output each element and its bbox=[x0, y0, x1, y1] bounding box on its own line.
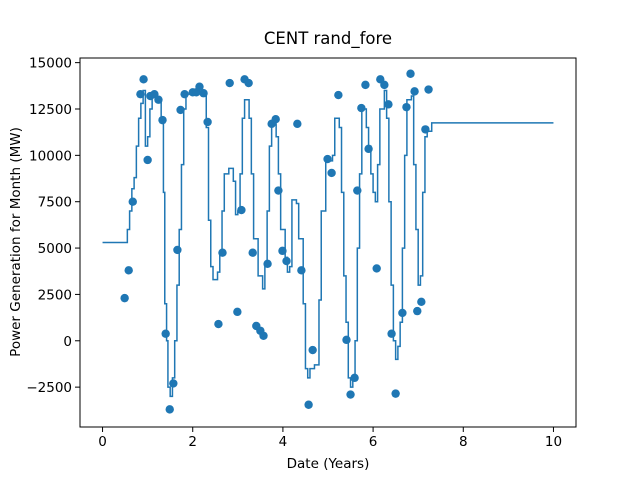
scatter-point bbox=[225, 78, 234, 88]
scatter-point bbox=[380, 80, 389, 90]
scatter-point bbox=[195, 82, 204, 91]
scatter-point bbox=[218, 248, 227, 257]
scatter-point bbox=[353, 186, 362, 195]
scatter-point bbox=[410, 87, 419, 96]
scatter-point bbox=[124, 266, 133, 275]
scatter-point bbox=[180, 89, 189, 99]
y-tick-label: 2500 bbox=[38, 287, 72, 303]
x-tick-label: 6 bbox=[369, 434, 378, 450]
scatter-point bbox=[421, 125, 430, 134]
scatter-point bbox=[323, 154, 332, 164]
scatter-point bbox=[372, 264, 381, 273]
scatter-point bbox=[154, 95, 163, 104]
y-tick-label: 12500 bbox=[29, 102, 72, 118]
y-tick-label: 5000 bbox=[38, 241, 72, 257]
scatter-point bbox=[398, 308, 407, 318]
x-axis-label: Date (Years) bbox=[287, 456, 370, 472]
scatter-point bbox=[293, 119, 302, 129]
scatter-point bbox=[364, 144, 373, 154]
scatter-point bbox=[342, 335, 351, 345]
scatter-point bbox=[248, 248, 257, 257]
scatter-point bbox=[120, 293, 129, 303]
scatter-point bbox=[278, 246, 287, 256]
scatter-point bbox=[413, 306, 422, 316]
scatter-point bbox=[244, 78, 253, 88]
scatter-point bbox=[143, 155, 152, 165]
scatter-point bbox=[203, 117, 212, 127]
scatter-point bbox=[128, 197, 137, 206]
scatter-point bbox=[139, 75, 148, 84]
y-tick-label: −2500 bbox=[26, 380, 72, 396]
scatter-point bbox=[387, 329, 396, 338]
scatter-point bbox=[391, 389, 400, 398]
scatter-point bbox=[169, 379, 178, 388]
scatter-point bbox=[233, 307, 242, 317]
scatter-point bbox=[304, 400, 313, 409]
scatter-point bbox=[263, 259, 272, 269]
plot-frame bbox=[79, 57, 577, 428]
y-tick-label: 7500 bbox=[38, 195, 72, 211]
scatter-point bbox=[406, 69, 415, 78]
scatter-point bbox=[424, 85, 433, 94]
scatter-point bbox=[237, 205, 246, 215]
x-tick-label: 8 bbox=[459, 434, 468, 450]
step-line bbox=[102, 87, 554, 398]
scatter-point bbox=[161, 329, 170, 338]
y-tick-label: 10000 bbox=[29, 148, 72, 164]
scatter-point bbox=[282, 256, 291, 266]
scatter-point bbox=[173, 245, 182, 255]
scatter-point bbox=[402, 102, 411, 112]
scatter-point bbox=[297, 266, 306, 275]
x-tick-label: 2 bbox=[188, 434, 197, 450]
scatter-point bbox=[176, 105, 185, 115]
scatter-point bbox=[346, 390, 355, 399]
scatter-point bbox=[214, 319, 223, 329]
scatter-point bbox=[384, 100, 393, 109]
scatter-point bbox=[417, 297, 426, 307]
scatter-point bbox=[199, 89, 208, 98]
y-tick-label: 0 bbox=[63, 334, 72, 350]
scatter-point bbox=[259, 331, 268, 340]
y-tick-label: 15000 bbox=[29, 56, 72, 72]
x-tick-label: 4 bbox=[279, 434, 288, 450]
y-axis-label: Power Generation for Month (MW) bbox=[8, 127, 24, 357]
scatter-point bbox=[361, 80, 370, 90]
scatter-point bbox=[357, 103, 366, 113]
scatter-point bbox=[158, 115, 167, 125]
x-tick-label: 0 bbox=[98, 434, 107, 450]
scatter-point bbox=[271, 114, 280, 124]
scatter-point bbox=[136, 89, 145, 99]
x-tick-label: 10 bbox=[545, 434, 562, 450]
scatter-point bbox=[327, 168, 336, 178]
scatter-point bbox=[334, 90, 343, 100]
scatter-point bbox=[165, 405, 174, 414]
chart-title: CENT rand_fore bbox=[264, 29, 392, 49]
scatter-point bbox=[274, 186, 283, 195]
scatter-point bbox=[350, 373, 359, 383]
scatter-point bbox=[308, 345, 317, 355]
